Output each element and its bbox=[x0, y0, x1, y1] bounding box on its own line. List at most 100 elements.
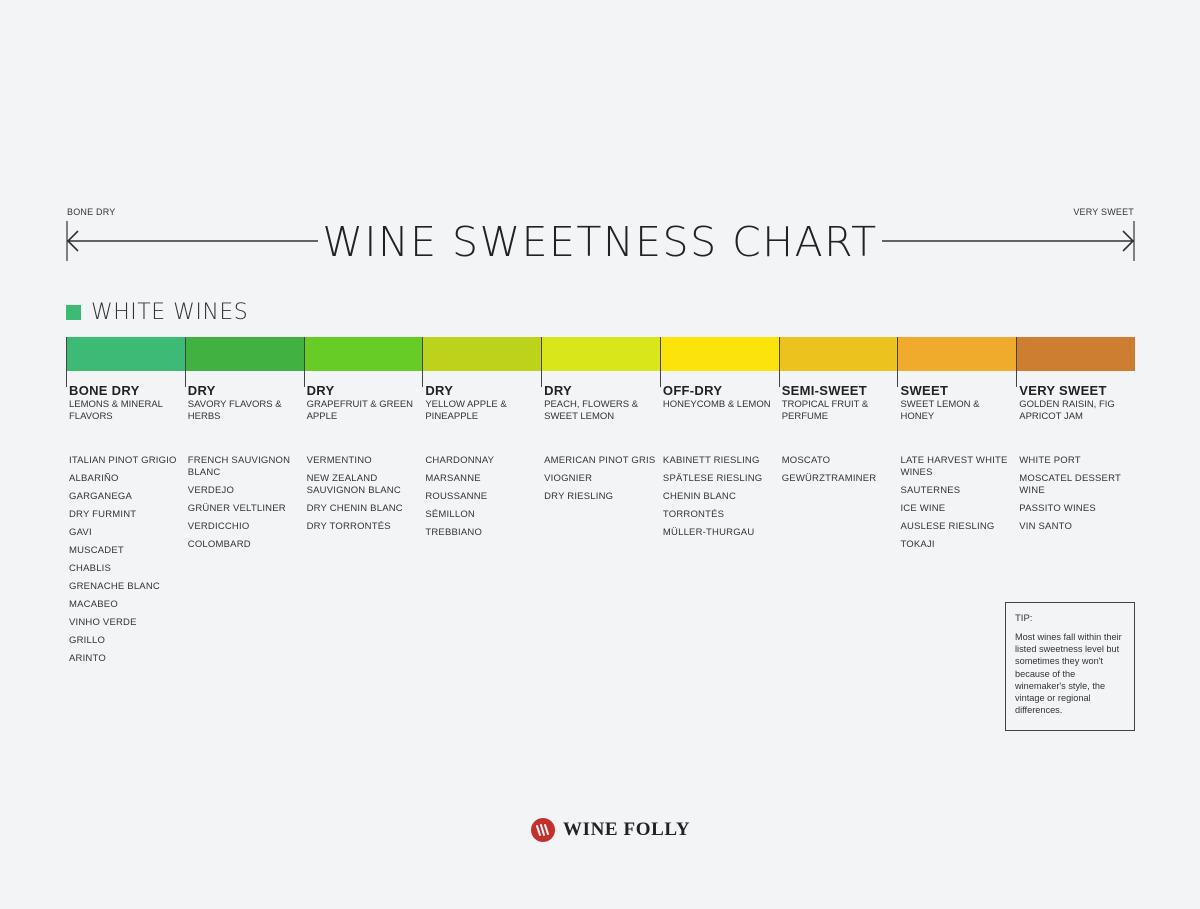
brand-name: WINE FOLLY bbox=[563, 819, 691, 840]
wine-list: KABINETT RIESLING SPÄTLESE RIESLING CHENIN… bbox=[663, 455, 775, 539]
wine-item: MÜLLER-THURGAU bbox=[662, 527, 755, 538]
wine-item: DRY CHENIN BLANC bbox=[306, 503, 403, 514]
flavor-description: HONEYCOMB & LEMON bbox=[662, 399, 771, 410]
wine-list: AMERICAN PINOT GRIS VIOGNIER DRY RIESLING bbox=[544, 455, 656, 503]
wine-list: FRENCH SAUVIGNON BLANC VERDEJO GRÜNER VELT… bbox=[188, 455, 300, 551]
flavor-description: GRAPEFRUIT & GREEN APPLE bbox=[306, 399, 414, 422]
wine-item: ALBARIÑO bbox=[69, 473, 119, 484]
very-sweet-label: VERY SWEET bbox=[1073, 207, 1134, 217]
tip-body: Most wines fall within their listed swee… bbox=[1015, 632, 1122, 716]
wine-item: WHITE PORT bbox=[1019, 455, 1081, 466]
wine-item: TREBBIANO bbox=[425, 527, 483, 538]
bar-segment bbox=[541, 337, 660, 371]
wine-item: VERDEJO bbox=[187, 485, 235, 496]
wine-item: TORRONTÉS bbox=[662, 509, 725, 520]
category-label: DRY bbox=[187, 383, 216, 398]
wine-item: CHABLIS bbox=[69, 563, 112, 574]
wine-item: VERMENTINO bbox=[306, 455, 372, 466]
bar-segment bbox=[778, 337, 898, 371]
bone-dry-label: BONE DRY bbox=[67, 207, 116, 217]
wine-item: MOSCATO bbox=[781, 455, 831, 466]
wine-item: CHARDONNAY bbox=[425, 455, 495, 466]
flavor-description: PEACH, FLOWERS & SWEET LEMON bbox=[544, 399, 639, 422]
flavor-description: GOLDEN RAISIN, FIG APRICOT JAM bbox=[1019, 399, 1115, 422]
category-label: OFF-DRY bbox=[662, 383, 723, 398]
wine-item: GEWÜRZTRAMINER bbox=[781, 473, 877, 484]
bar-segment bbox=[66, 337, 185, 371]
wine-item: MUSCADET bbox=[69, 545, 124, 556]
wine-item: TOKAJI bbox=[900, 539, 935, 550]
bar-segment bbox=[184, 337, 304, 371]
wine-columns: BONE DRY LEMONS & MINERAL FLAVORS ITALIAN … bbox=[66, 383, 1135, 671]
wine-item: SPÄTLESE RIESLING bbox=[662, 473, 763, 484]
bar-segment bbox=[659, 337, 779, 371]
category-label: DRY bbox=[306, 383, 335, 398]
wine-item: PASSITO WINES bbox=[1019, 503, 1096, 514]
arrow-right-icon bbox=[1122, 230, 1135, 252]
sweetness-column: VERY SWEET GOLDEN RAISIN, FIG APRICOT JAM… bbox=[1016, 383, 1135, 671]
sweetness-column: SWEET SWEET LEMON & HONEY LATE HARVEST WHI… bbox=[897, 383, 1016, 671]
wine-item: AMERICAN PINOT GRIS bbox=[544, 455, 656, 466]
sweetness-column: DRY YELLOW APPLE & PINEAPPLE CHARDONNAY MAR… bbox=[422, 383, 541, 671]
wine-item: SAUTERNES bbox=[900, 485, 961, 496]
wine-item: ROUSSANNE bbox=[425, 491, 488, 502]
sweetness-column: SEMI-SWEET TROPICAL FRUIT & PERFUME MOSCAT… bbox=[779, 383, 898, 671]
wine-list: VERMENTINO NEW ZEALAND SAUVIGNON BLANC DRY… bbox=[307, 455, 419, 533]
section-heading: WHITE WINES bbox=[66, 300, 248, 325]
wine-list: LATE HARVEST WHITE WINES SAUTERNES ICE WIN… bbox=[900, 455, 1012, 551]
flavor-description: YELLOW APPLE & PINEAPPLE bbox=[425, 399, 507, 422]
wine-list: WHITE PORT MOSCATEL DESSERT WINE PASSITO W… bbox=[1019, 455, 1131, 533]
wine-list: CHARDONNAY MARSANNE ROUSSANNE SÉMILLON TREBB… bbox=[425, 455, 537, 539]
chart-title: WINE SWEETNESS CHART bbox=[0, 218, 1200, 266]
category-label: DRY bbox=[425, 383, 454, 398]
wine-item: DRY RIESLING bbox=[544, 491, 614, 502]
column-divider bbox=[659, 337, 779, 387]
flavor-description: SWEET LEMON & HONEY bbox=[900, 399, 980, 422]
bar-segment bbox=[1016, 337, 1136, 371]
sweetness-column: BONE DRY LEMONS & MINERAL FLAVORS ITALIAN … bbox=[66, 383, 185, 671]
flavor-description: TROPICAL FRUIT & PERFUME bbox=[781, 399, 869, 422]
wine-folly-logo-icon bbox=[531, 818, 555, 842]
wine-item: DRY FURMINT bbox=[69, 509, 137, 520]
sweetness-column: DRY PEACH, FLOWERS & SWEET LEMON AMERICAN … bbox=[541, 383, 660, 671]
bar-segment bbox=[897, 337, 1017, 371]
tip-box: TIP: Most wines fall within their listed… bbox=[1005, 602, 1135, 731]
wine-item: NEW ZEALAND SAUVIGNON BLANC bbox=[306, 473, 401, 496]
wine-list: ITALIAN PINOT GRIGIO ALBARIÑO GARGANEGA DRY… bbox=[69, 455, 181, 665]
bar-segment bbox=[303, 337, 423, 371]
category-label: BONE DRY bbox=[69, 383, 140, 398]
wine-folly-logo: WINE FOLLY bbox=[531, 818, 690, 842]
wine-item: COLOMBARD bbox=[187, 539, 251, 550]
wine-item: GRENACHE BLANC bbox=[69, 581, 160, 592]
wine-item: MARSANNE bbox=[425, 473, 481, 484]
wine-item: GRILLO bbox=[69, 635, 106, 646]
flavor-description: SAVORY FLAVORS & HERBS bbox=[187, 399, 282, 422]
wine-item: AUSLESE RIESLING bbox=[900, 521, 995, 532]
column-divider bbox=[1016, 337, 1135, 387]
sweetness-column: DRY SAVORY FLAVORS & HERBS FRENCH SAUVIGNO… bbox=[185, 383, 304, 671]
column-divider bbox=[66, 337, 185, 387]
category-label: SWEET bbox=[900, 383, 949, 398]
wine-item: ARINTO bbox=[69, 653, 106, 664]
wine-item: VIOGNIER bbox=[544, 473, 593, 484]
wine-item: DRY TORRONTÉS bbox=[306, 521, 391, 532]
wine-item: ITALIAN PINOT GRIGIO bbox=[69, 455, 177, 466]
category-label: VERY SWEET bbox=[1019, 383, 1107, 398]
wine-item: LATE HARVEST WHITE WINES bbox=[900, 455, 1008, 478]
wine-item: ICE WINE bbox=[900, 503, 946, 514]
wine-item: GRÜNER VELTLINER bbox=[187, 503, 286, 514]
sweetness-column: DRY GRAPEFRUIT & GREEN APPLE VERMENTINO NEW… bbox=[304, 383, 423, 671]
section-label: WHITE WINES bbox=[91, 300, 249, 325]
column-divider bbox=[303, 337, 423, 387]
column-dividers bbox=[66, 337, 1135, 387]
wine-item: GARGANEGA bbox=[69, 491, 133, 502]
column-divider bbox=[778, 337, 898, 387]
bar-segment bbox=[422, 337, 542, 371]
wine-item: VERDICCHIO bbox=[187, 521, 250, 532]
column-divider bbox=[897, 337, 1016, 387]
sweetness-color-bar bbox=[66, 337, 1136, 371]
wine-item: SÉMILLON bbox=[425, 509, 475, 520]
column-divider bbox=[422, 337, 541, 387]
wine-item: CHENIN BLANC bbox=[662, 491, 737, 502]
category-label: SEMI-SWEET bbox=[781, 383, 868, 398]
